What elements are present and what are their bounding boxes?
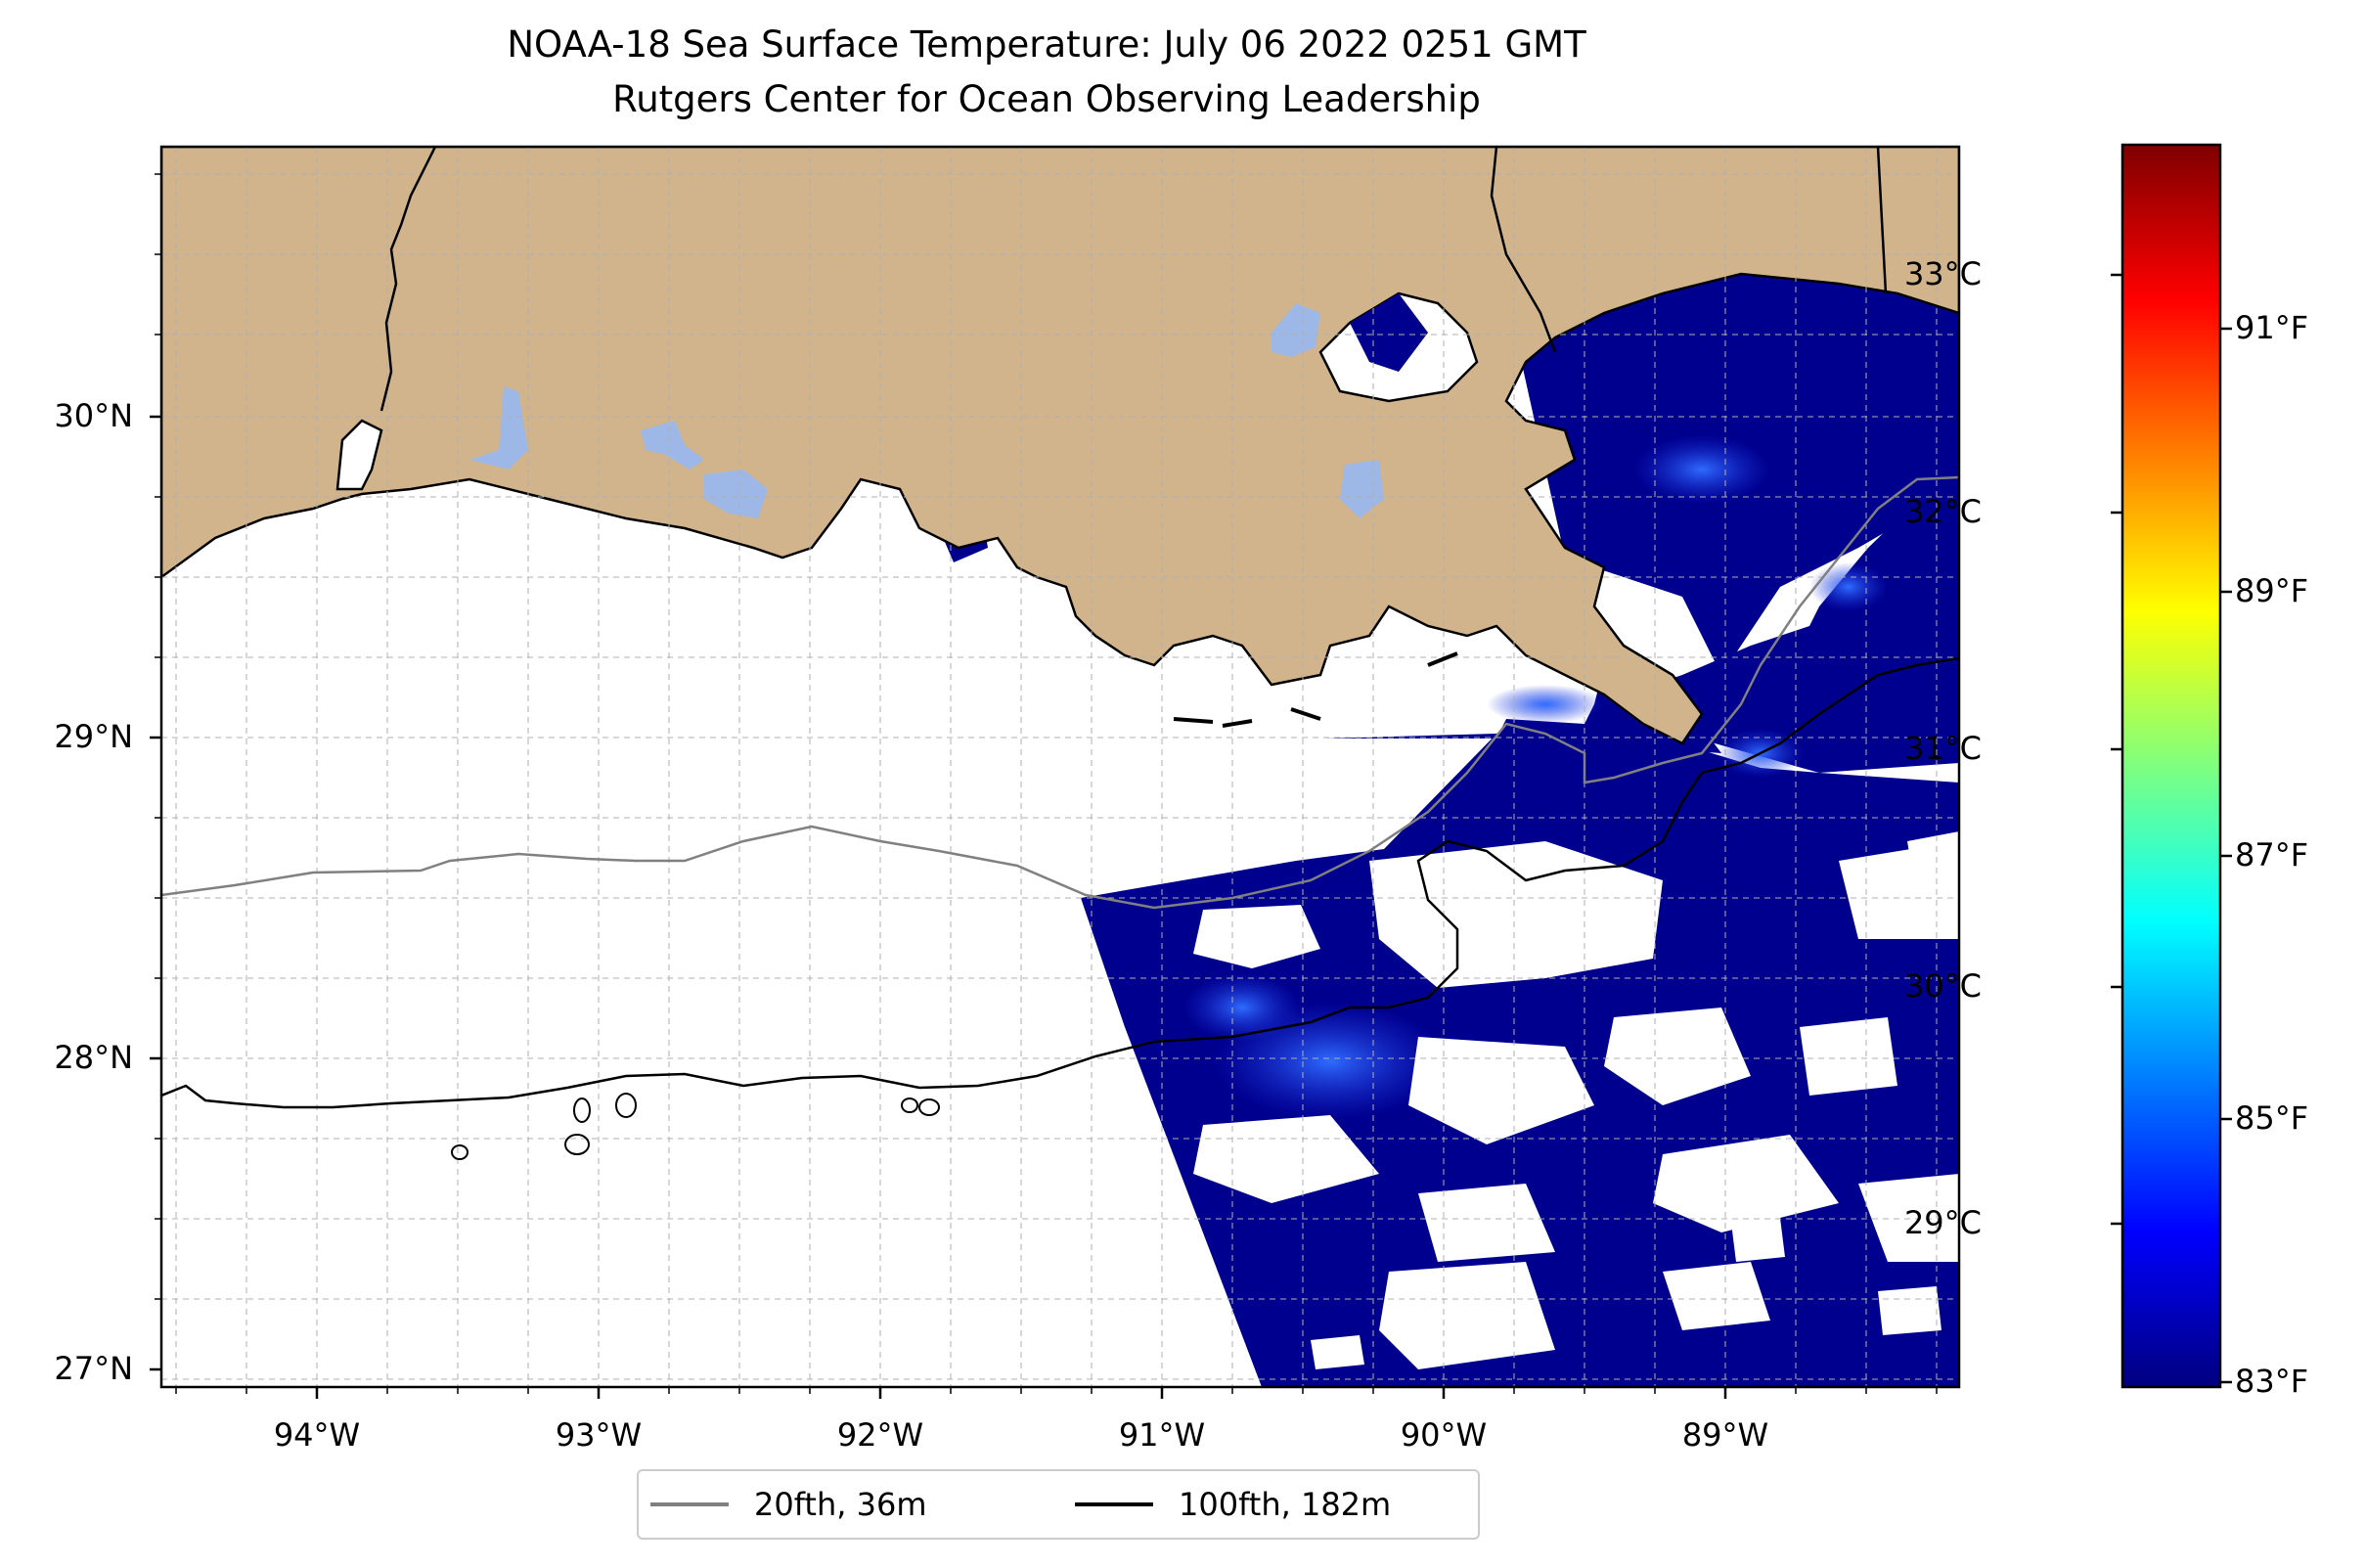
gridlines [161, 147, 1959, 1387]
lon-label-92: 92°W [836, 1416, 924, 1454]
lat-label-27: 27°N [54, 1350, 133, 1387]
lat-label-30: 30°N [54, 397, 133, 434]
cbar-label-31c: 31°C [1903, 730, 1982, 767]
legend-item-100fth: 100fth, 182m [1075, 1485, 1391, 1524]
lat-label-28: 28°N [54, 1039, 133, 1076]
lon-minor-ticks [175, 1387, 1938, 1394]
barrier-islands [1173, 651, 1458, 728]
land [161, 147, 1959, 745]
state-borders [379, 147, 1888, 412]
lon-label-94: 94°W [273, 1416, 361, 1454]
cloud-mask [1193, 831, 1959, 1369]
cbar-label-87f: 87°F [2235, 836, 2309, 874]
isobath-100fth-islands [451, 1093, 940, 1160]
map-area [161, 147, 1959, 1387]
cbar-label-32c: 32°C [1903, 493, 1982, 530]
cbar-label-29c: 29°C [1903, 1204, 1982, 1241]
cbar-label-30c: 30°C [1903, 967, 1982, 1005]
lon-label-89: 89°W [1681, 1416, 1769, 1454]
lon-label-93: 93°W [555, 1416, 643, 1454]
isobath-20fth [161, 475, 1959, 910]
title-line-2: Rutgers Center for Ocean Observing Leade… [612, 78, 1481, 120]
legend: 20fth, 36m 100fth, 182m [637, 1469, 1480, 1540]
cbar-label-83f: 83°F [2235, 1363, 2309, 1400]
cbar-label-89f: 89°F [2235, 572, 2309, 609]
legend-label-100fth: 100fth, 182m [1179, 1486, 1392, 1523]
lakes [469, 303, 1384, 518]
colorbar-fahrenheit-ticks [2220, 327, 2232, 1384]
cbar-label-85f: 85°F [2235, 1099, 2309, 1137]
lat-minor-ticks [155, 173, 161, 1300]
map-frame [159, 145, 1961, 1389]
lat-label-29: 29°N [54, 718, 133, 755]
legend-label-20fth: 20fth, 36m [754, 1486, 927, 1523]
title-line-1: NOAA-18 Sea Surface Temperature: July 06… [507, 23, 1586, 66]
cbar-label-33c: 33°C [1903, 255, 1982, 292]
lon-label-91: 91°W [1118, 1416, 1206, 1454]
colorbar-celsius-ticks [2111, 273, 2122, 1226]
legend-swatch-black [1075, 1502, 1153, 1506]
legend-item-20fth: 20fth, 36m [650, 1485, 926, 1524]
lat-ticks [150, 415, 161, 1371]
colorbar [2120, 143, 2222, 1389]
isobath-100fth [161, 656, 1959, 1109]
cbar-label-91f: 91°F [2235, 309, 2309, 346]
legend-swatch-gray [650, 1502, 729, 1506]
lon-ticks [315, 1387, 1727, 1399]
lon-label-90: 90°W [1400, 1416, 1488, 1454]
